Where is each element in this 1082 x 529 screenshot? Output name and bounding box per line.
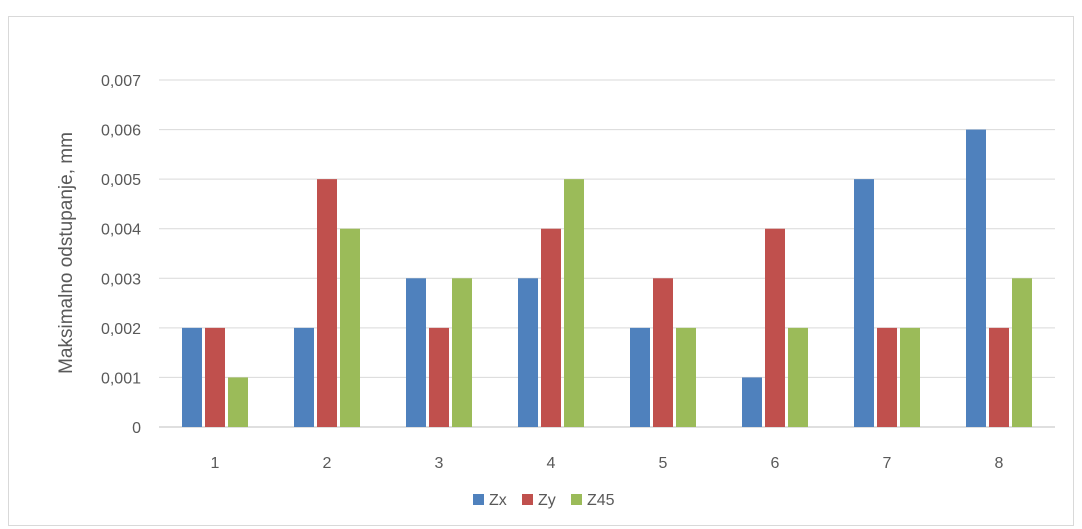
bar-z45-5: [676, 327, 696, 427]
y-tick-label: 0,004: [101, 222, 141, 239]
bar-zy-8: [989, 327, 1009, 427]
bar-zx-7: [854, 179, 874, 427]
bar-zy-7: [877, 327, 897, 427]
x-tick-label: 6: [771, 455, 780, 472]
bar-zx-8: [966, 129, 986, 428]
legend-label-zx: Zx: [489, 492, 507, 509]
bar-zx-5: [630, 327, 650, 427]
bar-z45-4: [564, 179, 584, 427]
bar-zy-1: [205, 327, 225, 427]
y-axis-title: Maksimalno odstupanje, mm: [56, 132, 77, 374]
x-tick-label: 2: [323, 455, 332, 472]
y-tick-label: 0: [132, 420, 141, 437]
x-tick-label: 4: [547, 455, 556, 472]
legend: Zx Zy Z45: [473, 492, 615, 509]
bar-zy-4: [541, 228, 561, 427]
y-tick-label: 0,003: [101, 271, 141, 288]
bar-z45-8: [1012, 278, 1032, 427]
x-tick-label: 1: [211, 455, 220, 472]
bar-z45-3: [452, 278, 472, 427]
bar-zy-6: [765, 228, 785, 427]
x-tick-label: 3: [435, 455, 444, 472]
y-tick-label: 0,005: [101, 172, 141, 189]
x-tick-label: 5: [659, 455, 668, 472]
y-tick-label: 0,002: [101, 321, 141, 338]
x-tick-labels: 1 2 3 4 5 6 7 8: [211, 455, 1004, 472]
bar-zx-3: [406, 278, 426, 427]
bar-zx-4: [518, 278, 538, 427]
bar-zx-6: [742, 377, 762, 427]
legend-label-zy: Zy: [538, 492, 556, 509]
bar-zy-2: [317, 179, 337, 427]
y-tick-labels: 0 0,001 0,002 0,003 0,004 0,005 0,006 0,007: [101, 73, 141, 437]
legend-label-z45: Z45: [587, 492, 615, 509]
bar-z45-6: [788, 327, 808, 427]
bar-z45-1: [228, 377, 248, 427]
legend-swatch-zx: [473, 494, 484, 505]
gridlines: [159, 79, 1055, 428]
legend-swatch-z45: [571, 494, 582, 505]
y-tick-label: 0,007: [101, 73, 141, 90]
x-tick-label: 8: [995, 455, 1004, 472]
bar-zx-2: [294, 327, 314, 427]
bar-zx-1: [182, 327, 202, 427]
bar-zy-3: [429, 327, 449, 427]
bar-zy-5: [653, 278, 673, 427]
y-tick-label: 0,006: [101, 123, 141, 140]
legend-swatch-zy: [522, 494, 533, 505]
bar-z45-2: [340, 228, 360, 427]
bar-z45-7: [900, 327, 920, 427]
bars: [182, 129, 1032, 428]
y-tick-label: 0,001: [101, 370, 141, 387]
x-tick-label: 7: [883, 455, 892, 472]
